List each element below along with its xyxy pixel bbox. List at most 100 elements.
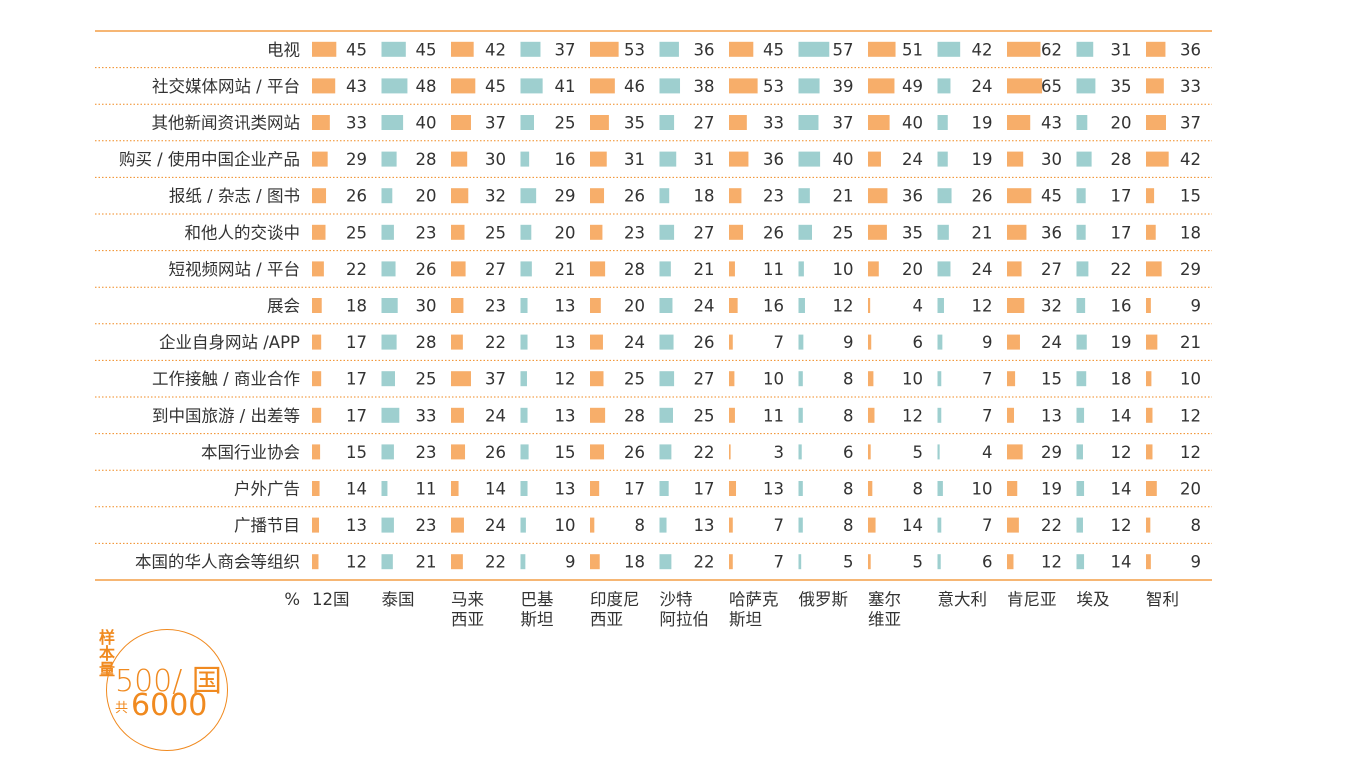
bar <box>1076 298 1086 313</box>
value-label: 36 <box>902 187 923 206</box>
bar <box>729 298 738 313</box>
bar <box>798 298 805 313</box>
bar <box>312 517 320 533</box>
value-label: 7 <box>774 553 785 572</box>
bar <box>868 298 871 313</box>
bar <box>729 444 731 460</box>
column-header: 埃及 <box>1077 590 1110 609</box>
value-label: 33 <box>1180 77 1201 96</box>
bar <box>798 554 802 570</box>
value-label: 33 <box>346 114 367 133</box>
bar <box>1007 115 1031 130</box>
bar <box>312 371 322 387</box>
column-header-line2: 阿拉伯 <box>660 610 710 629</box>
bar <box>381 517 394 533</box>
bar <box>590 78 615 94</box>
value-label: 24 <box>694 297 715 316</box>
bar <box>312 334 322 350</box>
sample-size-title: 样本量 <box>96 629 115 677</box>
bar <box>520 554 526 570</box>
bar <box>381 78 408 94</box>
value-label: 36 <box>763 150 784 169</box>
bar <box>381 554 393 570</box>
bar <box>451 517 464 533</box>
bar <box>312 224 326 240</box>
value-label: 30 <box>1041 150 1062 169</box>
value-label: 12 <box>346 553 367 572</box>
unit-label: % <box>284 590 300 609</box>
bar <box>520 371 527 387</box>
value-label: 40 <box>833 150 854 169</box>
value-label: 26 <box>485 443 506 462</box>
value-label: 37 <box>555 40 576 59</box>
bar <box>798 334 804 350</box>
value-label: 31 <box>1111 40 1132 59</box>
value-label: 21 <box>972 223 993 242</box>
value-label: 22 <box>485 553 506 572</box>
bar <box>729 115 747 130</box>
bar <box>729 554 733 570</box>
value-label: 45 <box>485 77 506 96</box>
value-label: 22 <box>346 260 367 279</box>
row-label: 到中国旅游 / 出差等 <box>152 406 300 425</box>
value-label: 19 <box>972 114 993 133</box>
value-label: 37 <box>485 114 506 133</box>
value-label: 21 <box>416 553 437 572</box>
value-label: 8 <box>843 370 854 389</box>
bar <box>381 224 394 240</box>
bar <box>520 151 530 167</box>
value-label: 8 <box>1191 516 1202 535</box>
value-label: 17 <box>1111 223 1132 242</box>
column-header: 马来 <box>451 590 484 609</box>
value-label: 10 <box>972 480 993 499</box>
column-header: 沙特 <box>660 590 693 609</box>
bar <box>659 334 674 350</box>
bar <box>590 224 603 240</box>
value-label: 18 <box>624 553 645 572</box>
bar <box>868 371 874 387</box>
bar <box>1007 151 1024 167</box>
bar <box>590 371 604 387</box>
value-label: 26 <box>624 443 645 462</box>
value-label: 20 <box>416 187 437 206</box>
bar <box>381 298 398 313</box>
bar <box>381 41 406 57</box>
row-label: 其他新闻资讯类网站 <box>152 114 301 133</box>
value-label: 25 <box>416 370 437 389</box>
bar <box>868 41 896 57</box>
bar <box>937 261 951 277</box>
bar <box>381 151 397 167</box>
value-label: 30 <box>485 150 506 169</box>
bar <box>451 444 466 460</box>
value-label: 42 <box>1180 150 1201 169</box>
bar <box>659 224 675 240</box>
bar <box>868 224 887 240</box>
bar <box>659 298 673 313</box>
bar <box>590 517 595 533</box>
bar <box>798 407 803 423</box>
value-label: 40 <box>902 114 923 133</box>
value-label: 65 <box>1041 77 1062 96</box>
value-label: 16 <box>763 297 784 316</box>
bar <box>868 334 872 350</box>
bar <box>1076 224 1086 240</box>
value-label: 5 <box>913 553 924 572</box>
value-label: 6 <box>913 333 924 352</box>
value-label: 22 <box>694 443 715 462</box>
value-label: 27 <box>694 223 715 242</box>
value-label: 31 <box>624 150 645 169</box>
bar <box>659 554 672 570</box>
value-label: 8 <box>843 406 854 425</box>
bar <box>451 78 476 94</box>
bar <box>381 334 397 350</box>
value-label: 26 <box>624 187 645 206</box>
bar <box>659 517 667 533</box>
bar <box>451 151 468 167</box>
value-label: 24 <box>624 333 645 352</box>
value-label: 22 <box>485 333 506 352</box>
bar <box>868 407 875 423</box>
value-label: 22 <box>1041 516 1062 535</box>
bar <box>520 78 543 94</box>
value-label: 32 <box>1041 297 1062 316</box>
bar <box>1146 41 1166 57</box>
